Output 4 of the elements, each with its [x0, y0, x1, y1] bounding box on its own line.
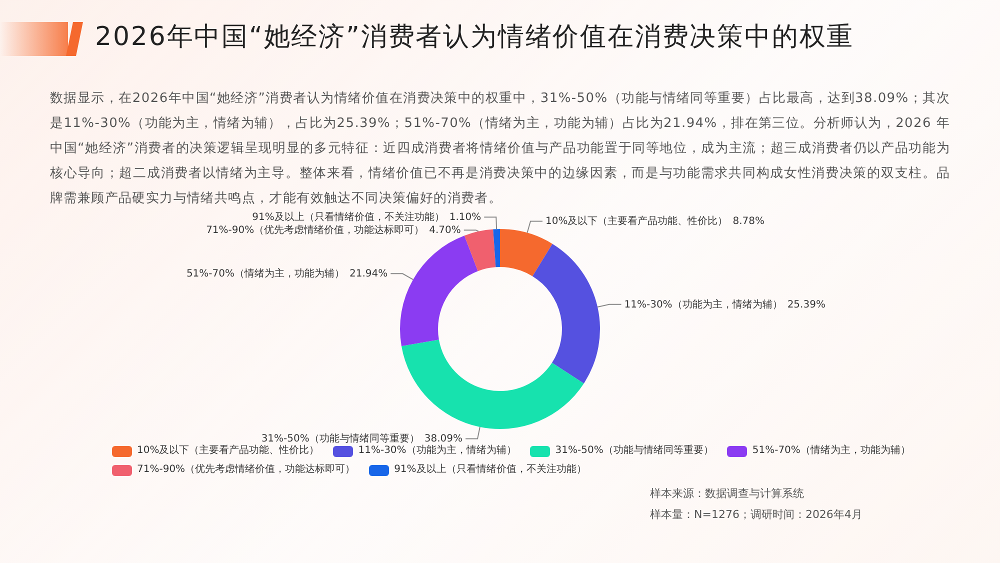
annotation: 样本量：N=1276；调研时间：2026年4月: [650, 507, 862, 523]
subtitle: 数据显示，在2026年中国“她经济”消费者认为情绪价值在消费决策中的权重中，31%-50%（功能与情绪同等重要）占比最高，达到38.09%；其次是11%-30%（功能为主，情绪为辅），占比为25.39%；51%-70%（情绪为主，功能为辅）占比为21.94%，排在第三位。分析师认为，2026 年中国“她经济”消费者的决策逻辑呈现明显的多元特征：近四成消费者将情绪价值与产品功能置于同等地位，成为主流；超三成消费者仍以产品功能为核心导向；超二成消费者以情绪为主导。整体来看，情绪价值已不再是消费决策中的边缘因素，而是与功能需求共同构成女性消费决策的双支柱。品牌需兼顾产品硬实力与情绪共鸣点，才能有效触达不同决策偏好的消费者。: [50, 90, 950, 208]
annotation: 样本来源：数据调查与计算系统: [650, 486, 805, 502]
title: 2026年中国“她经济”消费者认为情绪价值在消费决策中的权重: [95, 21, 854, 53]
